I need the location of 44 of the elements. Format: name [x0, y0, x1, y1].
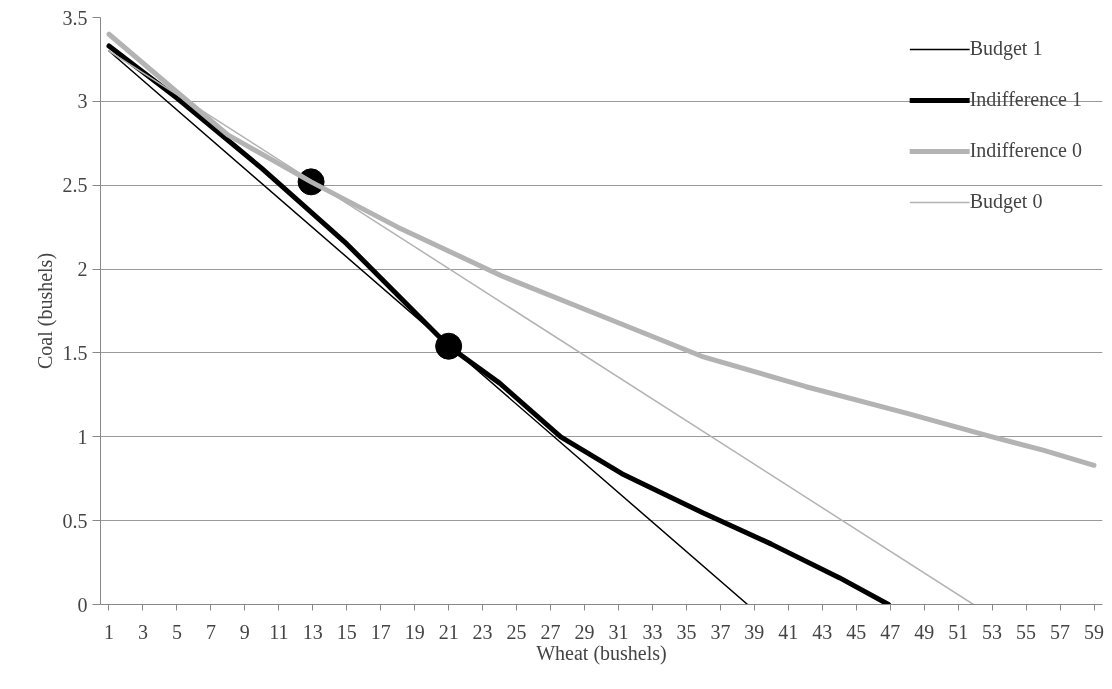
x-tick-label: 53	[982, 620, 1003, 643]
legend-label: Indifference 0	[969, 139, 1082, 162]
x-tick-label: 31	[608, 620, 629, 643]
x-tick-label: 55	[1016, 620, 1037, 643]
x-tick-label: 11	[269, 620, 289, 643]
x-tick-label: 27	[540, 620, 561, 643]
x-tick-label: 23	[472, 620, 493, 643]
x-axis-title: Wheat (bushels)	[536, 641, 667, 665]
x-tick-label: 41	[778, 620, 799, 643]
x-tick-label: 7	[205, 620, 216, 643]
y-tick-label: 1.5	[62, 341, 88, 364]
legend-label: Budget 1	[969, 37, 1043, 60]
y-tick-label: 1	[77, 425, 88, 448]
x-tick-label: 13	[302, 620, 323, 643]
y-tick-label: 2.5	[62, 174, 88, 197]
x-tick-label: 49	[914, 620, 935, 643]
x-tick-label: 25	[506, 620, 527, 643]
y-tick-label: 2	[77, 258, 88, 281]
x-tick-label: 29	[574, 620, 595, 643]
x-tick-label: 1	[103, 620, 114, 643]
x-tick-label: 43	[812, 620, 833, 643]
x-tick-label: 45	[846, 620, 867, 643]
x-tick-label: 35	[676, 620, 697, 643]
x-tick-label: 39	[744, 620, 765, 643]
x-tick-label: 3	[137, 620, 148, 643]
x-tick-label: 47	[880, 620, 901, 643]
legend-label: Indifference 1	[969, 88, 1082, 111]
x-tick-label: 9	[239, 620, 250, 643]
x-tick-label: 37	[710, 620, 731, 643]
x-tick-label: 17	[370, 620, 391, 643]
x-tick-label: 33	[642, 620, 663, 643]
x-tick-label: 21	[438, 620, 459, 643]
x-tick-label: 59	[1084, 620, 1105, 643]
x-tick-label: 5	[171, 620, 182, 643]
y-tick-label: 0.5	[62, 509, 88, 532]
x-tick-label: 19	[404, 620, 425, 643]
y-tick-label: 3	[77, 90, 88, 113]
x-tick-label: 57	[1050, 620, 1071, 643]
legend-label: Budget 0	[969, 190, 1043, 213]
y-axis-title: Coal (bushels)	[33, 252, 57, 370]
x-tick-label: 15	[336, 620, 357, 643]
y-tick-label: 0	[77, 593, 88, 616]
y-tick-label: 3.5	[62, 6, 88, 29]
x-tick-label: 51	[948, 620, 969, 643]
